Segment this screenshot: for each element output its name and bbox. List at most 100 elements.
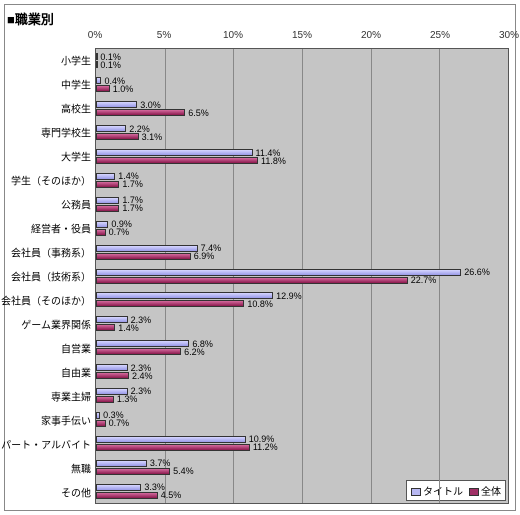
category-label: 会社員（事務系） (11, 245, 91, 260)
value-label: 1.4% (118, 323, 139, 333)
bar (96, 197, 119, 204)
bar-group: 2.3%1.3% (96, 388, 508, 403)
bar-group: 7.4%6.9% (96, 245, 508, 260)
chart-container: ■職業別 0% 5% 10% 15% 20% 25% 30% 小学生中学生高校生専門学校生大… (4, 4, 516, 511)
value-label: 6.2% (184, 347, 205, 357)
value-label: 0.1% (100, 60, 121, 70)
x-tick-label: 15% (292, 30, 312, 41)
bar (96, 253, 191, 260)
value-label: 4.5% (161, 490, 182, 500)
category-label: 公務員 (61, 197, 91, 212)
bar (96, 101, 137, 108)
x-tick-label: 25% (430, 30, 450, 41)
x-tick-label: 0% (88, 30, 102, 41)
bar (96, 348, 181, 355)
category-label: 経営者・役員 (31, 221, 91, 236)
bar-group: 0.1%0.1% (96, 53, 508, 68)
value-label: 22.7% (411, 275, 437, 285)
bar-group: 12.9%10.8% (96, 292, 508, 307)
bar (96, 492, 158, 499)
bar-group: 0.9%0.7% (96, 221, 508, 236)
bar-group: 10.9%11.2% (96, 436, 508, 451)
bar-group: 3.7%5.4% (96, 460, 508, 475)
bar (96, 269, 461, 276)
category-label: 学生（そのほか） (11, 173, 91, 188)
bar-group: 26.6% 22.7% (96, 269, 508, 284)
bar (96, 205, 119, 212)
bar (96, 484, 141, 491)
value-label: 3.1% (142, 132, 163, 142)
value-label: 5.4% (173, 466, 194, 476)
value-label: 1.7% (122, 179, 143, 189)
bar (96, 324, 115, 331)
value-label: 0.7% (109, 227, 130, 237)
x-tick-label: 10% (223, 30, 243, 41)
value-label: 3.7% (150, 458, 171, 468)
bar (96, 420, 106, 427)
category-label: 自営業 (61, 341, 91, 356)
value-label: 10.8% (247, 299, 273, 309)
bar (96, 77, 101, 84)
bar-group: 3.3%4.5% (96, 484, 508, 499)
bar-group: 0.3%0.7% (96, 412, 508, 427)
bar (96, 157, 258, 164)
value-label: 6.9% (194, 251, 215, 261)
value-label: 11.8% (261, 156, 286, 166)
x-tick-label: 30% (499, 30, 519, 41)
category-label: その他 (61, 485, 91, 500)
chart-body: 0%5%10%15%20%25%30% 小学生中学生高校生専門学校生大学生学生（… (5, 30, 515, 510)
x-tick-label: 5% (157, 30, 171, 41)
bar (96, 173, 115, 180)
bar (96, 125, 126, 132)
bar (96, 300, 244, 307)
bar (96, 133, 139, 140)
bar (96, 109, 185, 116)
plot-area: タイトル 全体 0.1%0.1%0.4%1.0%3.0%6.5%2.2%3.1%… (95, 48, 509, 504)
bar-group: 3.0% 6.5% (96, 101, 508, 116)
value-label: 26.6% (464, 267, 490, 277)
x-tick-label: 20% (361, 30, 381, 41)
bar (96, 229, 106, 236)
bar-group: 2.3%2.4% (96, 364, 508, 379)
bar-group: 0.4%1.0% (96, 77, 508, 92)
bar (96, 372, 129, 379)
chart-title: ■職業別 (5, 5, 515, 30)
bar-group: 1.7%1.7% (96, 197, 508, 212)
value-label: 1.7% (122, 203, 143, 213)
bar (96, 364, 128, 371)
bar-group: 6.8%6.2% (96, 340, 508, 355)
bar (96, 396, 114, 403)
category-label: パート・アルバイト (1, 437, 91, 452)
value-label: 12.9% (276, 291, 302, 301)
category-label: 会社員（そのほか） (1, 293, 91, 308)
category-label: 高校生 (61, 101, 91, 116)
category-label: 会社員（技術系） (11, 269, 91, 284)
bar (96, 181, 119, 188)
category-label: 自由業 (61, 365, 91, 380)
bar (96, 460, 147, 467)
bar (96, 149, 253, 156)
value-label: 6.5% (188, 108, 209, 118)
value-label: 3.0% (140, 100, 161, 110)
bar (96, 412, 100, 419)
category-label: 大学生 (61, 149, 91, 164)
value-label: 0.7% (109, 418, 130, 428)
category-label: 専門学校生 (41, 125, 91, 140)
category-label: 家事手伝い (41, 413, 91, 428)
value-label: 11.2% (253, 442, 278, 452)
category-label: 専業主婦 (51, 389, 91, 404)
bar-group: 2.2%3.1% (96, 125, 508, 140)
bar-group: 1.4%1.7% (96, 173, 508, 188)
category-label: 中学生 (61, 77, 91, 92)
bar (96, 61, 98, 68)
category-label: 小学生 (61, 53, 91, 68)
x-axis: 0%5%10%15%20%25%30% (95, 30, 509, 48)
bar (96, 436, 246, 443)
category-label: 無職 (71, 461, 91, 476)
bar-group: 2.3%1.4% (96, 316, 508, 331)
category-label: ゲーム業界関係 (21, 317, 91, 332)
bar (96, 444, 250, 451)
bar (96, 53, 98, 60)
bar (96, 221, 108, 228)
value-label: 1.3% (117, 394, 138, 404)
